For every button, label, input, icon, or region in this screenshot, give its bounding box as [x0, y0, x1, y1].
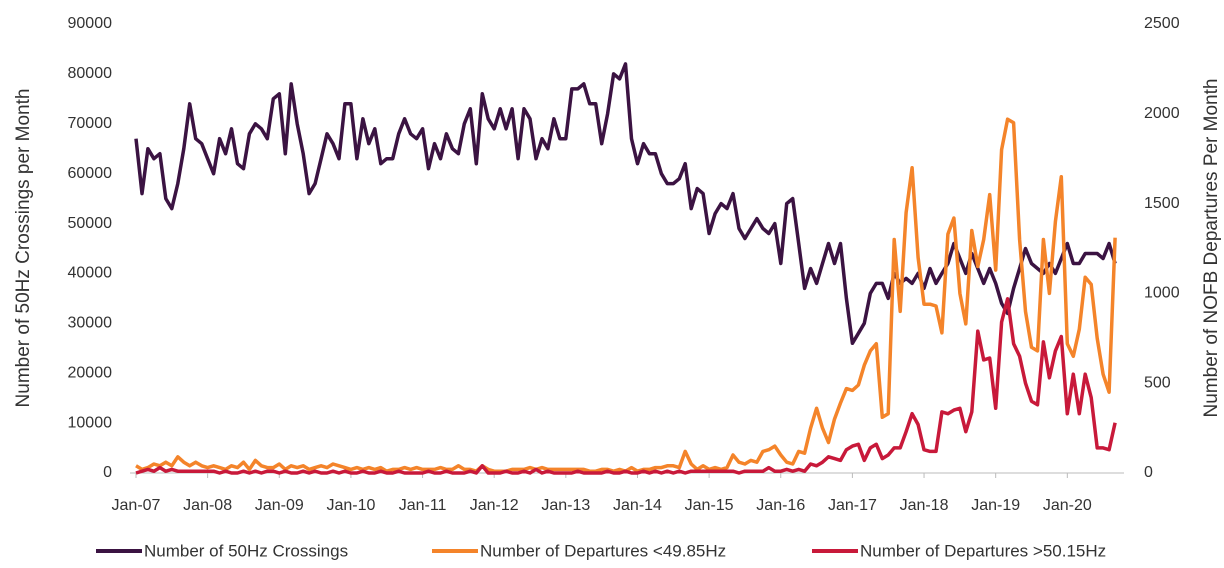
x-tick-label: Jan-17	[828, 497, 877, 514]
y-tick-label: 0	[103, 464, 112, 481]
y-tick-label: 80000	[68, 65, 113, 82]
x-tick-label: Jan-16	[756, 497, 805, 514]
x-tick-label: Jan-19	[971, 497, 1020, 514]
y-tick-label: 90000	[68, 15, 113, 32]
x-tick-label: Jan-13	[541, 497, 590, 514]
y2-tick-label: 0	[1144, 464, 1153, 481]
series-line	[135, 297, 1117, 475]
x-tick-label: Jan-18	[900, 497, 949, 514]
y2-tick-label: 2000	[1144, 105, 1180, 122]
y2-tick-label: 500	[1144, 374, 1171, 391]
y2-tick-label: 2500	[1144, 15, 1180, 32]
x-tick-label: Jan-14	[613, 497, 662, 514]
y2-axis-title: Number of NOFB Departures Per Month	[1201, 79, 1222, 418]
y-tick-label: 40000	[68, 265, 113, 282]
x-tick-label: Jan-10	[326, 497, 375, 514]
y-tick-label: 30000	[68, 315, 113, 332]
x-tick-label: Jan-20	[1043, 497, 1092, 514]
y-tick-label: 20000	[68, 364, 113, 381]
y-tick-label: 60000	[68, 165, 113, 182]
x-tick-label: Jan-15	[685, 497, 734, 514]
y2-tick-label: 1000	[1144, 285, 1180, 302]
y-axis-title: Number of 50Hz Crossings per Month	[13, 89, 34, 408]
y-tick-label: 10000	[68, 414, 113, 431]
x-tick-label: Jan-08	[183, 497, 232, 514]
legend-label: Number of 50Hz Crossings	[144, 541, 348, 560]
series-line	[134, 62, 1117, 346]
x-tick-label: Jan-11	[399, 497, 447, 514]
y-tick-label: 70000	[68, 115, 113, 132]
x-tick-label: Jan-12	[470, 497, 519, 514]
legend-label: Number of Departures <49.85Hz	[480, 541, 726, 560]
x-tick-label: Jan-07	[112, 497, 161, 514]
legend-label: Number of Departures >50.15Hz	[860, 541, 1106, 560]
x-tick-label: Jan-09	[255, 497, 304, 514]
y2-tick-label: 1500	[1144, 195, 1180, 212]
y-tick-label: 50000	[68, 215, 113, 232]
